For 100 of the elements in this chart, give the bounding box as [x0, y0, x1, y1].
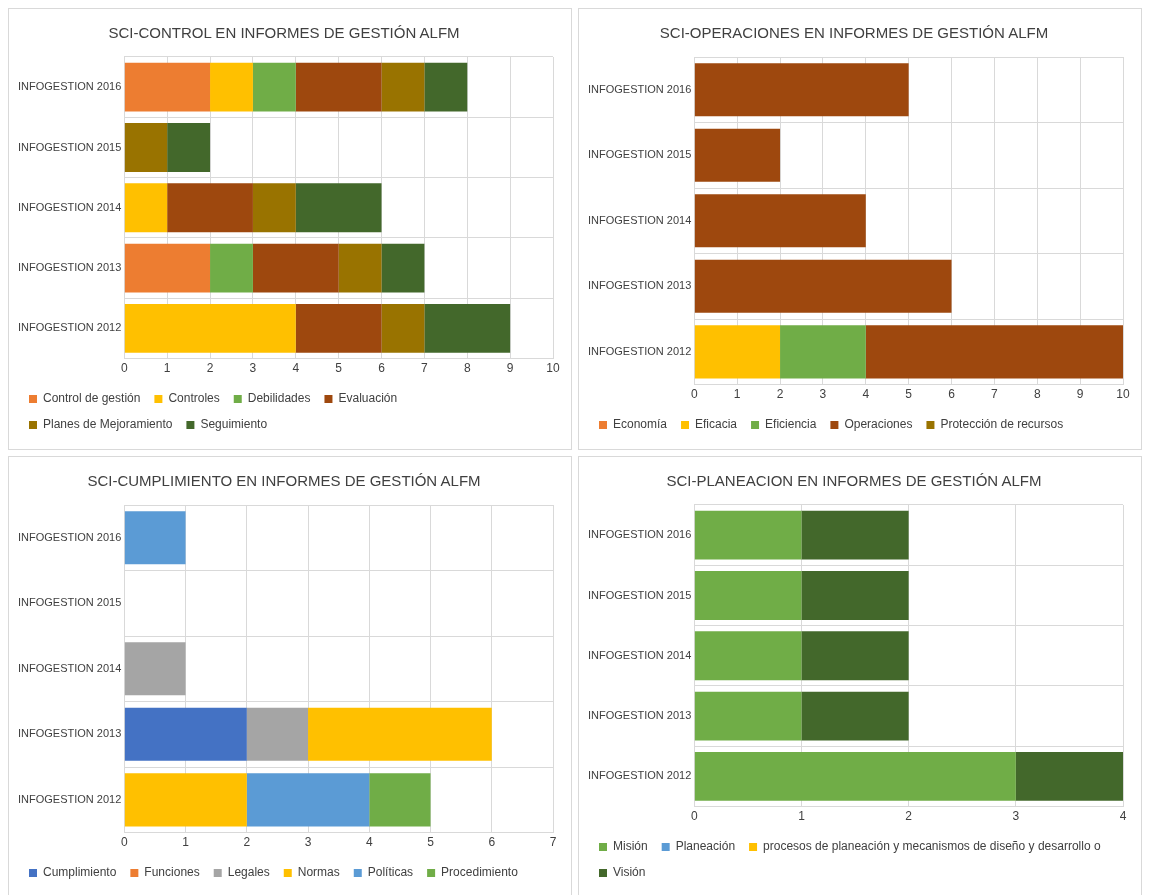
bar [694, 691, 802, 741]
bar [694, 259, 952, 313]
bar [124, 642, 186, 696]
bar [210, 62, 253, 112]
bar [801, 571, 909, 620]
y-tick-label: INFOGESTION 2014 [588, 648, 692, 661]
x-tick-label: 0 [120, 835, 128, 850]
y-tick-label: INFOGESTION 2015 [18, 140, 122, 153]
x-tick-label: 8 [1033, 387, 1041, 402]
legend-label: Misión [613, 839, 648, 854]
x-tick-label: 1 [163, 361, 171, 376]
y-tick-label: INFOGESTION 2015 [588, 588, 692, 601]
x-tick-label: 9 [1076, 387, 1084, 402]
bar [801, 510, 909, 560]
bar [210, 243, 253, 293]
legend-label: Políticas [367, 865, 414, 880]
bar [252, 62, 296, 112]
legend-label: Operaciones [844, 417, 913, 432]
x-tick-label: 6 [948, 387, 956, 402]
x-tick-label: 1 [798, 809, 806, 824]
y-tick-label: INFOGESTION 2013 [18, 261, 122, 274]
bar [124, 773, 247, 827]
bar [167, 183, 253, 233]
x-tick-label: 6 [488, 835, 496, 850]
bar [381, 62, 425, 112]
bar [124, 243, 211, 293]
y-tick-label: INFOGESTION 2016 [588, 528, 692, 541]
x-tick-label: 10 [1116, 387, 1130, 402]
x-tick-label: 3 [249, 361, 257, 376]
x-tick-label: 7 [549, 835, 557, 850]
bar [124, 707, 247, 761]
bar [801, 691, 909, 741]
bar [124, 62, 211, 112]
chart-title: SCI-CONTROL EN INFORMES DE GESTIÓN ALFM [108, 24, 460, 42]
legend-label: Protección de recursos [940, 417, 1064, 432]
bar [694, 631, 802, 681]
legend-label: Controles [168, 391, 220, 406]
x-tick-label: 3 [819, 387, 827, 402]
chart-title: SCI-PLANEACION EN INFORMES DE GESTIÓN ALFM [666, 472, 1042, 490]
x-tick-label: 5 [427, 835, 435, 850]
bar [338, 243, 382, 293]
x-tick-label: 10 [546, 361, 560, 376]
y-tick-label: INFOGESTION 2016 [18, 530, 122, 543]
y-tick-label: INFOGESTION 2013 [18, 727, 122, 740]
y-tick-label: INFOGESTION 2015 [588, 148, 692, 161]
bar [694, 752, 1016, 801]
legend-label: Planeación [675, 839, 736, 854]
x-tick-label: 2 [243, 835, 251, 850]
chart-title: SCI-CUMPLIMIENTO EN INFORMES DE GESTIÓN ALFM [87, 472, 481, 490]
x-tick-label: 4 [365, 835, 373, 850]
legend-label: Procedimiento [441, 865, 519, 880]
legend-label: Cumplimiento [43, 865, 117, 880]
legend-label: procesos de planeación y mecanismos de diseño y desarrollo o [763, 839, 1101, 854]
legend-label: Economía [613, 417, 668, 432]
bar [124, 123, 168, 172]
x-tick-label: 0 [120, 361, 128, 376]
y-tick-label: INFOGESTION 2015 [18, 596, 122, 609]
bar [381, 243, 425, 293]
x-tick-label: 1 [733, 387, 741, 402]
x-tick-label: 7 [991, 387, 999, 402]
bar [694, 325, 781, 379]
y-tick-label: INFOGESTION 2014 [18, 661, 122, 674]
legend-label: Debilidades [247, 391, 311, 406]
bar [801, 631, 909, 681]
bar [124, 511, 186, 565]
bar [694, 128, 781, 182]
legend-label: Eficiencia [765, 417, 817, 432]
x-tick-label: 6 [378, 361, 386, 376]
bar [1015, 752, 1123, 801]
x-tick-label: 8 [463, 361, 471, 376]
y-tick-label: INFOGESTION 2016 [18, 80, 122, 93]
legend-label: Seguimiento [200, 417, 268, 432]
x-tick-label: 7 [421, 361, 429, 376]
x-tick-label: 4 [1119, 809, 1127, 824]
bar [246, 707, 309, 761]
x-tick-label: 2 [206, 361, 214, 376]
bar [424, 62, 468, 112]
bar [295, 183, 382, 233]
bar [246, 773, 370, 827]
chart-title: SCI-OPERACIONES EN INFORMES DE GESTIÓN ALFM [659, 24, 1049, 42]
x-tick-label: 2 [776, 387, 784, 402]
x-tick-label: 5 [905, 387, 913, 402]
bar [124, 304, 296, 353]
legend-label: Control de gestión [43, 391, 141, 406]
y-tick-label: INFOGESTION 2014 [18, 200, 122, 213]
legend-label: Normas [297, 865, 340, 880]
y-tick-label: INFOGESTION 2014 [588, 213, 692, 226]
x-tick-label: 2 [905, 809, 913, 824]
legend-label: Visión [613, 865, 646, 880]
legend-label: Legales [227, 865, 270, 880]
bar [167, 123, 211, 172]
x-tick-label: 1 [182, 835, 190, 850]
x-tick-label: 3 [1012, 809, 1020, 824]
x-tick-label: 4 [292, 361, 300, 376]
x-tick-label: 4 [862, 387, 870, 402]
x-tick-label: 9 [506, 361, 514, 376]
y-tick-label: INFOGESTION 2012 [18, 321, 122, 334]
bar [295, 62, 382, 112]
bar [308, 707, 492, 761]
y-tick-label: INFOGESTION 2013 [588, 709, 692, 722]
